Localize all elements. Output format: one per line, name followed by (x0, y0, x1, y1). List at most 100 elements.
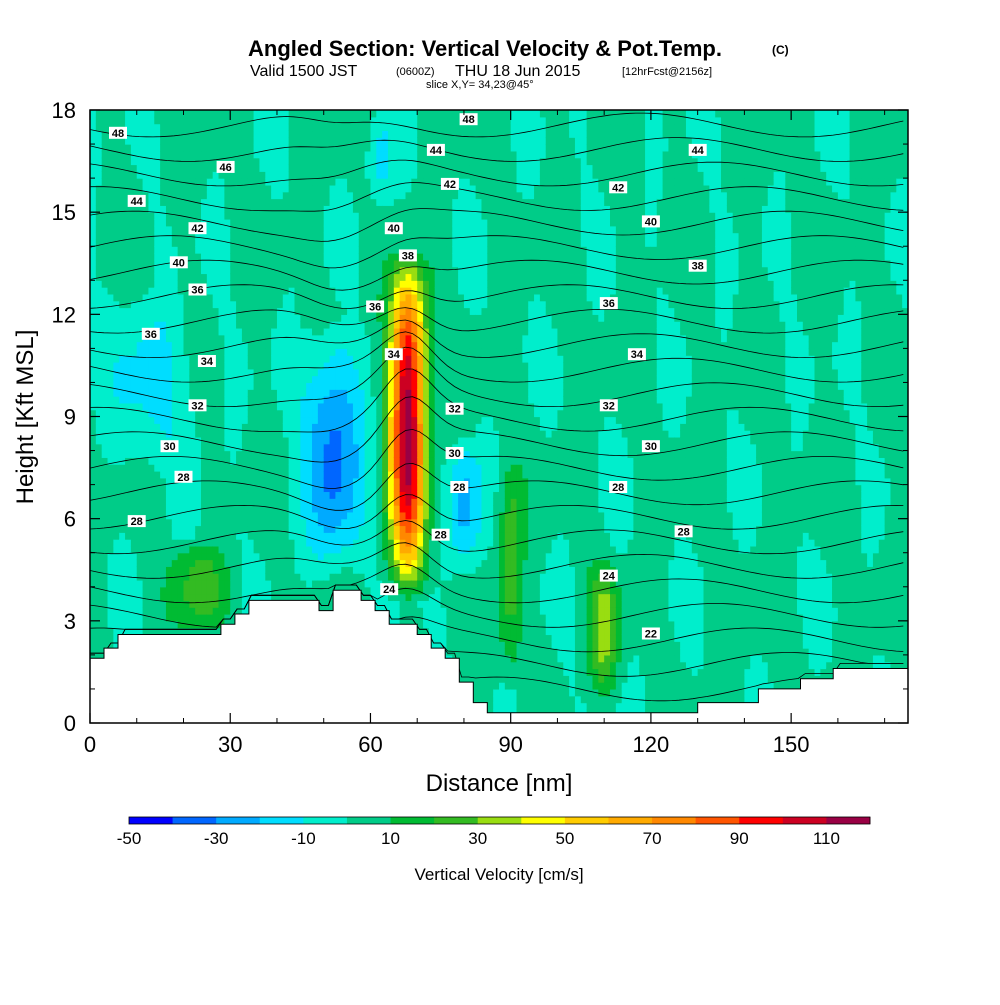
velocity-cell (259, 579, 266, 588)
velocity-cell (306, 423, 313, 431)
velocity-cell (195, 171, 202, 179)
velocity-cell (352, 171, 360, 179)
velocity-cell (352, 396, 360, 404)
velocity-cell (171, 382, 179, 390)
velocity-cell (218, 484, 225, 493)
velocity-cell (335, 368, 342, 377)
velocity-cell (189, 586, 196, 595)
velocity-cell (107, 198, 114, 206)
velocity-cell (218, 150, 225, 159)
velocity-cell (347, 253, 354, 261)
velocity-cell (306, 484, 313, 493)
velocity-cell (399, 280, 407, 288)
velocity-cell (393, 539, 401, 547)
velocity-cell (312, 409, 319, 418)
velocity-cell (393, 259, 401, 268)
velocity-cell (387, 178, 395, 186)
velocity-cell (329, 178, 336, 186)
velocity-cell (241, 198, 249, 206)
velocity-cell (341, 287, 348, 295)
velocity-cell (236, 430, 243, 438)
velocity-cell (119, 178, 126, 186)
velocity-cell (271, 559, 278, 567)
velocity-cell (288, 246, 296, 254)
velocity-cell (300, 171, 307, 179)
velocity-cell (90, 498, 97, 506)
velocity-cell (341, 157, 348, 166)
velocity-cell (335, 150, 342, 159)
velocity-cell (341, 436, 348, 445)
velocity-cell (90, 402, 97, 411)
velocity-cell (312, 470, 319, 479)
velocity-cell (119, 225, 126, 234)
velocity-cell (387, 123, 395, 132)
velocity-cell (165, 532, 173, 540)
velocity-cell (101, 157, 109, 166)
velocity-cell (95, 464, 103, 472)
velocity-cell (405, 566, 412, 574)
velocity-cell (236, 375, 243, 384)
velocity-cell (142, 157, 150, 166)
velocity-cell (130, 559, 138, 567)
velocity-cell (95, 545, 103, 554)
velocity-cell (148, 144, 155, 152)
velocity-cell (294, 586, 301, 595)
velocity-cell (341, 184, 348, 193)
velocity-cell (101, 334, 109, 343)
velocity-cell (148, 253, 155, 261)
velocity-cell (177, 198, 185, 206)
velocity-cell (189, 300, 196, 309)
velocity-cell (288, 586, 296, 595)
velocity-cell (253, 470, 261, 479)
velocity-cell (113, 239, 120, 247)
velocity-cell (125, 341, 132, 349)
velocity-cell (113, 137, 120, 145)
velocity-cell (335, 144, 342, 152)
velocity-cell (119, 430, 126, 438)
velocity-cell (154, 573, 161, 581)
velocity-cell (288, 253, 296, 261)
velocity-cell (317, 178, 325, 186)
velocity-cell (329, 307, 336, 315)
velocity-cell (154, 110, 161, 118)
velocity-cell (154, 416, 161, 424)
velocity-cell (154, 130, 161, 138)
velocity-cell (183, 198, 190, 206)
velocity-cell (130, 150, 138, 159)
velocity-cell (142, 552, 150, 561)
velocity-cell (154, 239, 161, 247)
velocity-cell (148, 293, 155, 302)
velocity-cell (276, 409, 284, 418)
velocity-cell (335, 511, 342, 520)
velocity-cell (317, 559, 325, 567)
velocity-cell (312, 436, 319, 445)
velocity-cell (341, 218, 348, 227)
velocity-cell (323, 239, 331, 247)
velocity-cell (177, 144, 185, 152)
velocity-cell (119, 110, 126, 118)
velocity-cell (130, 144, 138, 152)
velocity-cell (253, 484, 261, 493)
velocity-cell (241, 505, 249, 513)
velocity-cell (247, 450, 255, 458)
velocity-cell (201, 430, 208, 438)
velocity-cell (113, 525, 120, 533)
velocity-cell (387, 171, 395, 179)
velocity-cell (317, 212, 325, 220)
velocity-cell (259, 280, 266, 288)
velocity-cell (224, 116, 231, 125)
velocity-cell (119, 334, 126, 343)
velocity-cell (195, 505, 202, 513)
velocity-cell (405, 552, 412, 561)
velocity-cell (201, 157, 208, 166)
velocity-cell (224, 293, 231, 302)
velocity-cell (405, 225, 412, 234)
velocity-cell (376, 511, 383, 520)
velocity-cell (306, 137, 313, 145)
velocity-cell (253, 137, 261, 145)
velocity-cell (148, 348, 155, 356)
velocity-cell (236, 368, 243, 377)
velocity-cell (107, 218, 114, 227)
velocity-cell (323, 123, 331, 132)
velocity-cell (399, 416, 407, 424)
